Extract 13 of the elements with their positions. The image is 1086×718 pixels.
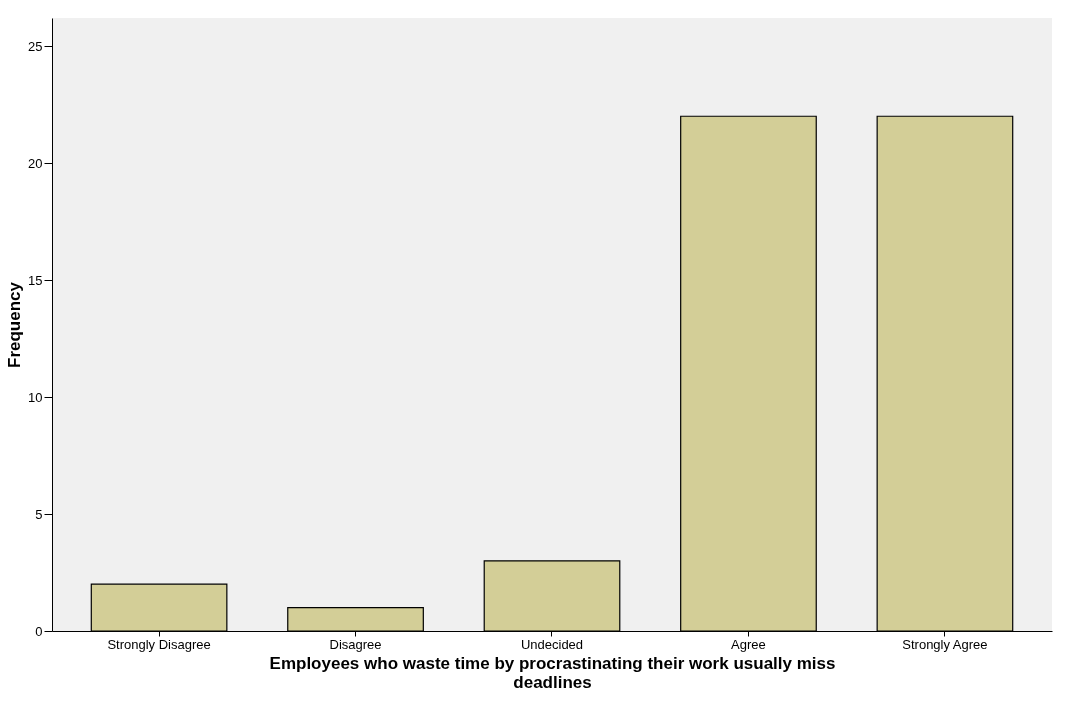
y-tick-label: 5 xyxy=(35,506,43,522)
y-tick-label: 25 xyxy=(28,38,43,54)
y-tick-label: 15 xyxy=(28,272,43,288)
y-tick-label: 0 xyxy=(35,623,43,639)
y-axis-title: Frequency xyxy=(5,281,25,368)
x-tick-label: Disagree xyxy=(329,636,382,652)
y-tick-label: 10 xyxy=(28,389,43,405)
x-axis-title: Employees who waste time by procrastinating their work usually miss deadlines xyxy=(269,653,836,692)
x-tick-label: Strongly Disagree xyxy=(107,636,211,652)
y-tick-label: 20 xyxy=(28,155,43,171)
x-tick-label: Strongly Agree xyxy=(902,636,988,652)
x-tick-label: Agree xyxy=(731,636,766,652)
x-tick-label: Undecided xyxy=(520,636,584,652)
